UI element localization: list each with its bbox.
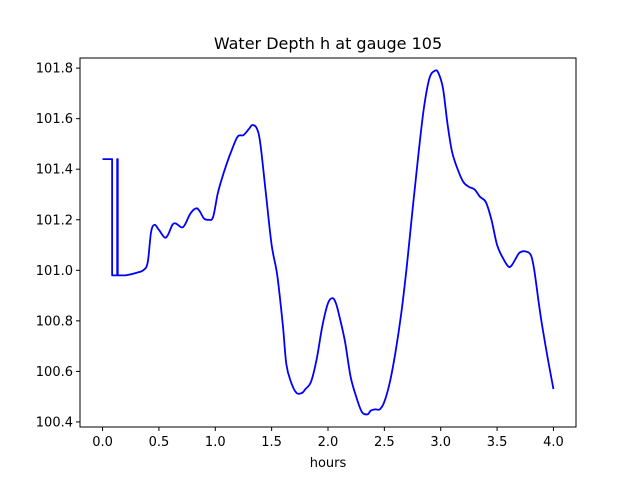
x-tick-label: 1.5 — [261, 435, 282, 450]
y-tick-label: 101.6 — [36, 112, 73, 127]
x-tick-label: 3.5 — [487, 435, 508, 450]
y-tick-label: 101.4 — [36, 163, 73, 178]
y-tick-label: 101.8 — [36, 62, 73, 77]
y-tick-label: 100.4 — [36, 415, 73, 430]
y-tick-label: 100.6 — [36, 365, 73, 380]
y-tick-label: 101.0 — [36, 264, 73, 279]
x-tick-label: 2.5 — [374, 435, 395, 450]
x-tick-label: 0.5 — [149, 435, 170, 450]
x-axis-label: hours — [310, 456, 347, 471]
x-tick-label: 4.0 — [543, 435, 564, 450]
x-tick-label: 0.0 — [92, 435, 113, 450]
y-axis: 100.4 100.6 100.8 101.0 101.2 101.4 101.6 101.8 — [36, 62, 80, 430]
x-tick-label: 3.0 — [430, 435, 451, 450]
y-tick-label: 100.8 — [36, 314, 73, 329]
x-tick-label: 2.0 — [318, 435, 339, 450]
plot-background — [80, 58, 576, 427]
y-tick-label: 101.2 — [36, 213, 73, 228]
x-tick-label: 1.0 — [205, 435, 226, 450]
chart-title: Water Depth h at gauge 105 — [214, 34, 442, 53]
series-line — [102, 69, 555, 416]
plot-area — [79, 57, 577, 428]
x-axis: 0.0 0.5 1.0 1.5 2.0 2.5 3.0 3.5 4.0 — [92, 427, 564, 450]
